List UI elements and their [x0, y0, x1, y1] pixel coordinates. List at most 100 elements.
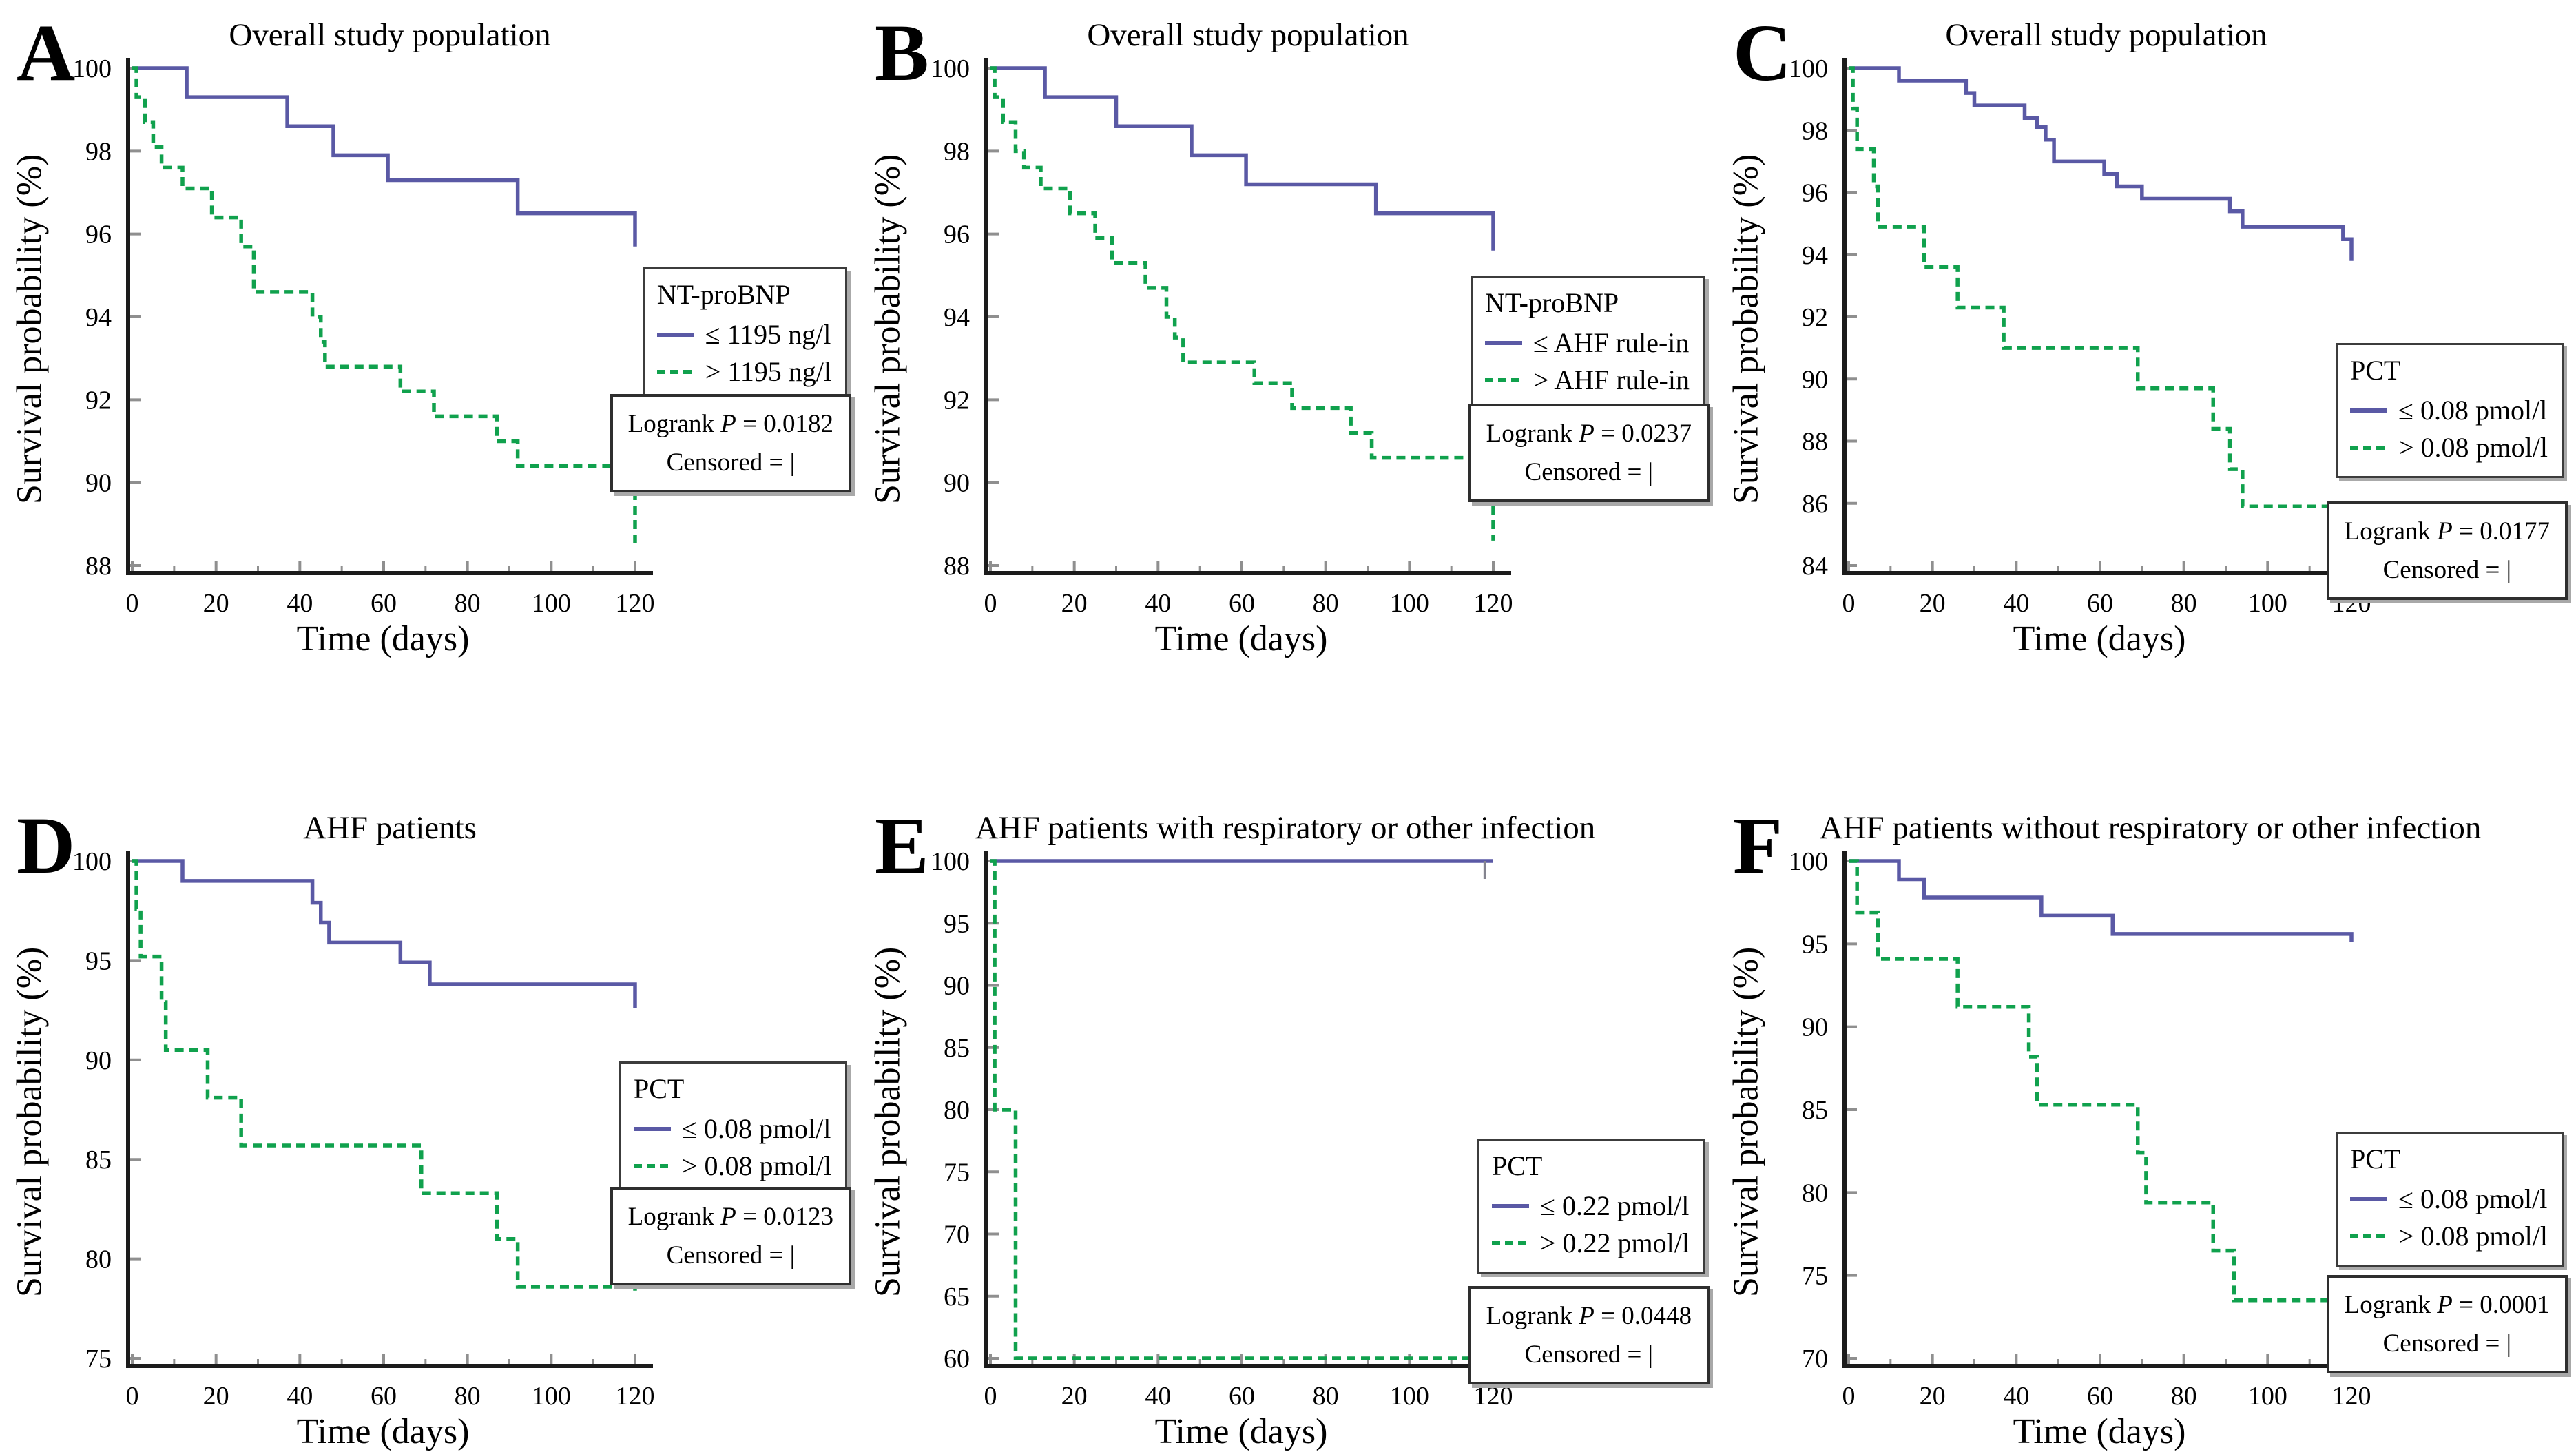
survival-plot: 0 20 40 60 80 100 120 88 90 92 94 96 98 100 [0, 0, 858, 724]
legend-item: ≤ 0.08 pmol/l [633, 1110, 831, 1148]
svg-text:85: 85 [944, 1034, 970, 1063]
x-axis-label: Time (days) [1154, 619, 1328, 658]
svg-text:100: 100 [2248, 589, 2287, 618]
svg-text:92: 92 [944, 386, 970, 415]
x-axis-label: Time (days) [1154, 1412, 1328, 1451]
stats-box: Logrank P = 0.0123 Censored = | [610, 1187, 851, 1285]
y-axis-label: Survival probability (%) [868, 946, 908, 1298]
svg-text:75: 75 [944, 1158, 970, 1187]
legend-item: ≤ 0.22 pmol/l [1491, 1187, 1690, 1225]
legend-item-label: ≤ 0.22 pmol/l [1539, 1190, 1690, 1221]
svg-text:60: 60 [1229, 589, 1255, 618]
stats-box: Logrank P = 0.0182 Censored = | [610, 394, 851, 492]
censored-note: Censored = | [2382, 555, 2512, 584]
legend-title: PCT [2349, 355, 2401, 386]
svg-text:60: 60 [2087, 589, 2113, 618]
svg-text:88: 88 [85, 552, 112, 581]
svg-text:100: 100 [532, 1382, 571, 1411]
svg-text:60: 60 [371, 589, 397, 618]
svg-text:120: 120 [616, 1382, 655, 1411]
svg-text:80: 80 [944, 1096, 970, 1125]
chart-title: Overall study population [229, 17, 551, 53]
svg-text:100: 100 [1390, 1382, 1429, 1411]
legend-box: PCT ≤ 0.08 pmol/l > 0.08 pmol/l [2335, 343, 2564, 478]
survival-plot: 0 20 40 60 80 100 120 75 80 85 90 95 100 [0, 724, 858, 1448]
green-dashed-line-swatch [2349, 446, 2387, 450]
legend-item: > 0.08 pmol/l [633, 1148, 831, 1185]
legend-item-label: > 0.08 pmol/l [2398, 432, 2548, 463]
svg-text:96: 96 [1802, 179, 1828, 208]
svg-text:94: 94 [1802, 241, 1828, 270]
chart-title: Overall study population [1087, 17, 1409, 53]
svg-text:95: 95 [944, 909, 970, 938]
legend-item-label: > AHF rule-in [1533, 364, 1690, 395]
svg-text:88: 88 [944, 552, 970, 581]
legend-item-label: ≤ 0.08 pmol/l [681, 1113, 831, 1144]
chart-title: Overall study population [1945, 17, 2267, 53]
svg-text:0: 0 [984, 589, 997, 618]
svg-text:120: 120 [1474, 1382, 1513, 1411]
stats-box: Logrank P = 0.0237 Censored = | [1468, 404, 1710, 502]
panel-a: 0 20 40 60 80 100 120 88 90 92 94 96 98 100 A Overall… [0, 0, 858, 724]
svg-text:86: 86 [1802, 490, 1828, 519]
legend-item-label: > 0.08 pmol/l [2398, 1221, 2548, 1252]
legend-box: NT-proBNP ≤ AHF rule-in > AHF rule-in [1471, 276, 1705, 411]
svg-text:40: 40 [1145, 1382, 1171, 1411]
green-dashed-line-swatch [656, 370, 694, 374]
svg-text:80: 80 [1313, 1382, 1339, 1411]
svg-text:0: 0 [984, 1382, 997, 1411]
x-axis-label: Time (days) [296, 1412, 470, 1451]
y-axis-label: Survival probability (%) [10, 946, 50, 1298]
svg-text:100: 100 [1390, 589, 1429, 618]
svg-text:0: 0 [1842, 589, 1856, 618]
legend-item: > AHF rule-in [1485, 362, 1690, 399]
svg-text:60: 60 [1229, 1382, 1255, 1411]
svg-text:85: 85 [85, 1145, 112, 1174]
legend-item-label: > 0.22 pmol/l [1539, 1227, 1690, 1258]
legend-item: > 0.08 pmol/l [2349, 1218, 2548, 1255]
svg-text:80: 80 [455, 589, 481, 618]
svg-text:80: 80 [1802, 1179, 1828, 1207]
y-axis-label: Survival probability (%) [868, 154, 908, 505]
logrank-p-value: Logrank P = 0.0448 [1486, 1302, 1692, 1330]
svg-text:88: 88 [1802, 428, 1828, 457]
stats-box: Logrank P = 0.0177 Censored = | [2326, 501, 2568, 600]
green-dashed-line-swatch [2349, 1234, 2387, 1238]
svg-text:95: 95 [85, 946, 112, 975]
panel-letter: E [875, 800, 929, 891]
legend-title: PCT [633, 1073, 685, 1104]
censored-note: Censored = | [666, 448, 796, 477]
survival-plot: 0 20 40 60 80 100 120 70 75 80 85 90 95 100 [1716, 724, 2575, 1448]
svg-text:40: 40 [2003, 589, 2029, 618]
censored-note: Censored = | [1524, 457, 1654, 486]
censored-note: Censored = | [1524, 1340, 1654, 1369]
svg-text:20: 20 [1920, 589, 1946, 618]
legend-title: NT-proBNP [656, 279, 791, 310]
chart-title: AHF patients with respiratory or other i… [975, 810, 1596, 846]
censored-note: Censored = | [2382, 1329, 2512, 1358]
svg-text:96: 96 [85, 220, 112, 249]
panel-letter: C [1733, 8, 1792, 98]
blue-solid-line-swatch [2349, 408, 2387, 413]
x-axis-label: Time (days) [2013, 1412, 2186, 1451]
legend-title: PCT [2349, 1143, 2401, 1174]
logrank-p-value: Logrank P = 0.0182 [627, 410, 833, 438]
legend-title: PCT [1491, 1150, 1543, 1181]
legend-item-label: ≤ 0.08 pmol/l [2398, 395, 2548, 426]
svg-text:92: 92 [85, 386, 112, 415]
svg-text:60: 60 [2087, 1382, 2113, 1411]
svg-text:80: 80 [2171, 589, 2197, 618]
svg-text:100: 100 [1789, 54, 1828, 83]
survival-plot: 0 20 40 60 80 100 120 60 65 70 75 80 85 90 95 100 [858, 724, 1716, 1448]
svg-text:80: 80 [85, 1245, 112, 1274]
panel-b: 0 20 40 60 80 100 120 88 90 92 94 96 98 100 B Overall… [858, 0, 1716, 724]
y-axis-label: Survival probability (%) [10, 154, 50, 505]
svg-text:95: 95 [1802, 930, 1828, 959]
legend-item-label: ≤ 1195 ng/l [705, 319, 831, 350]
svg-text:120: 120 [2332, 1382, 2371, 1411]
legend-item: > 1195 ng/l [656, 353, 831, 391]
svg-text:100: 100 [931, 847, 970, 876]
panel-d: 0 20 40 60 80 100 120 75 80 85 90 95 100 D AHF patie… [0, 724, 858, 1451]
svg-text:40: 40 [287, 589, 313, 618]
svg-text:40: 40 [1145, 589, 1171, 618]
